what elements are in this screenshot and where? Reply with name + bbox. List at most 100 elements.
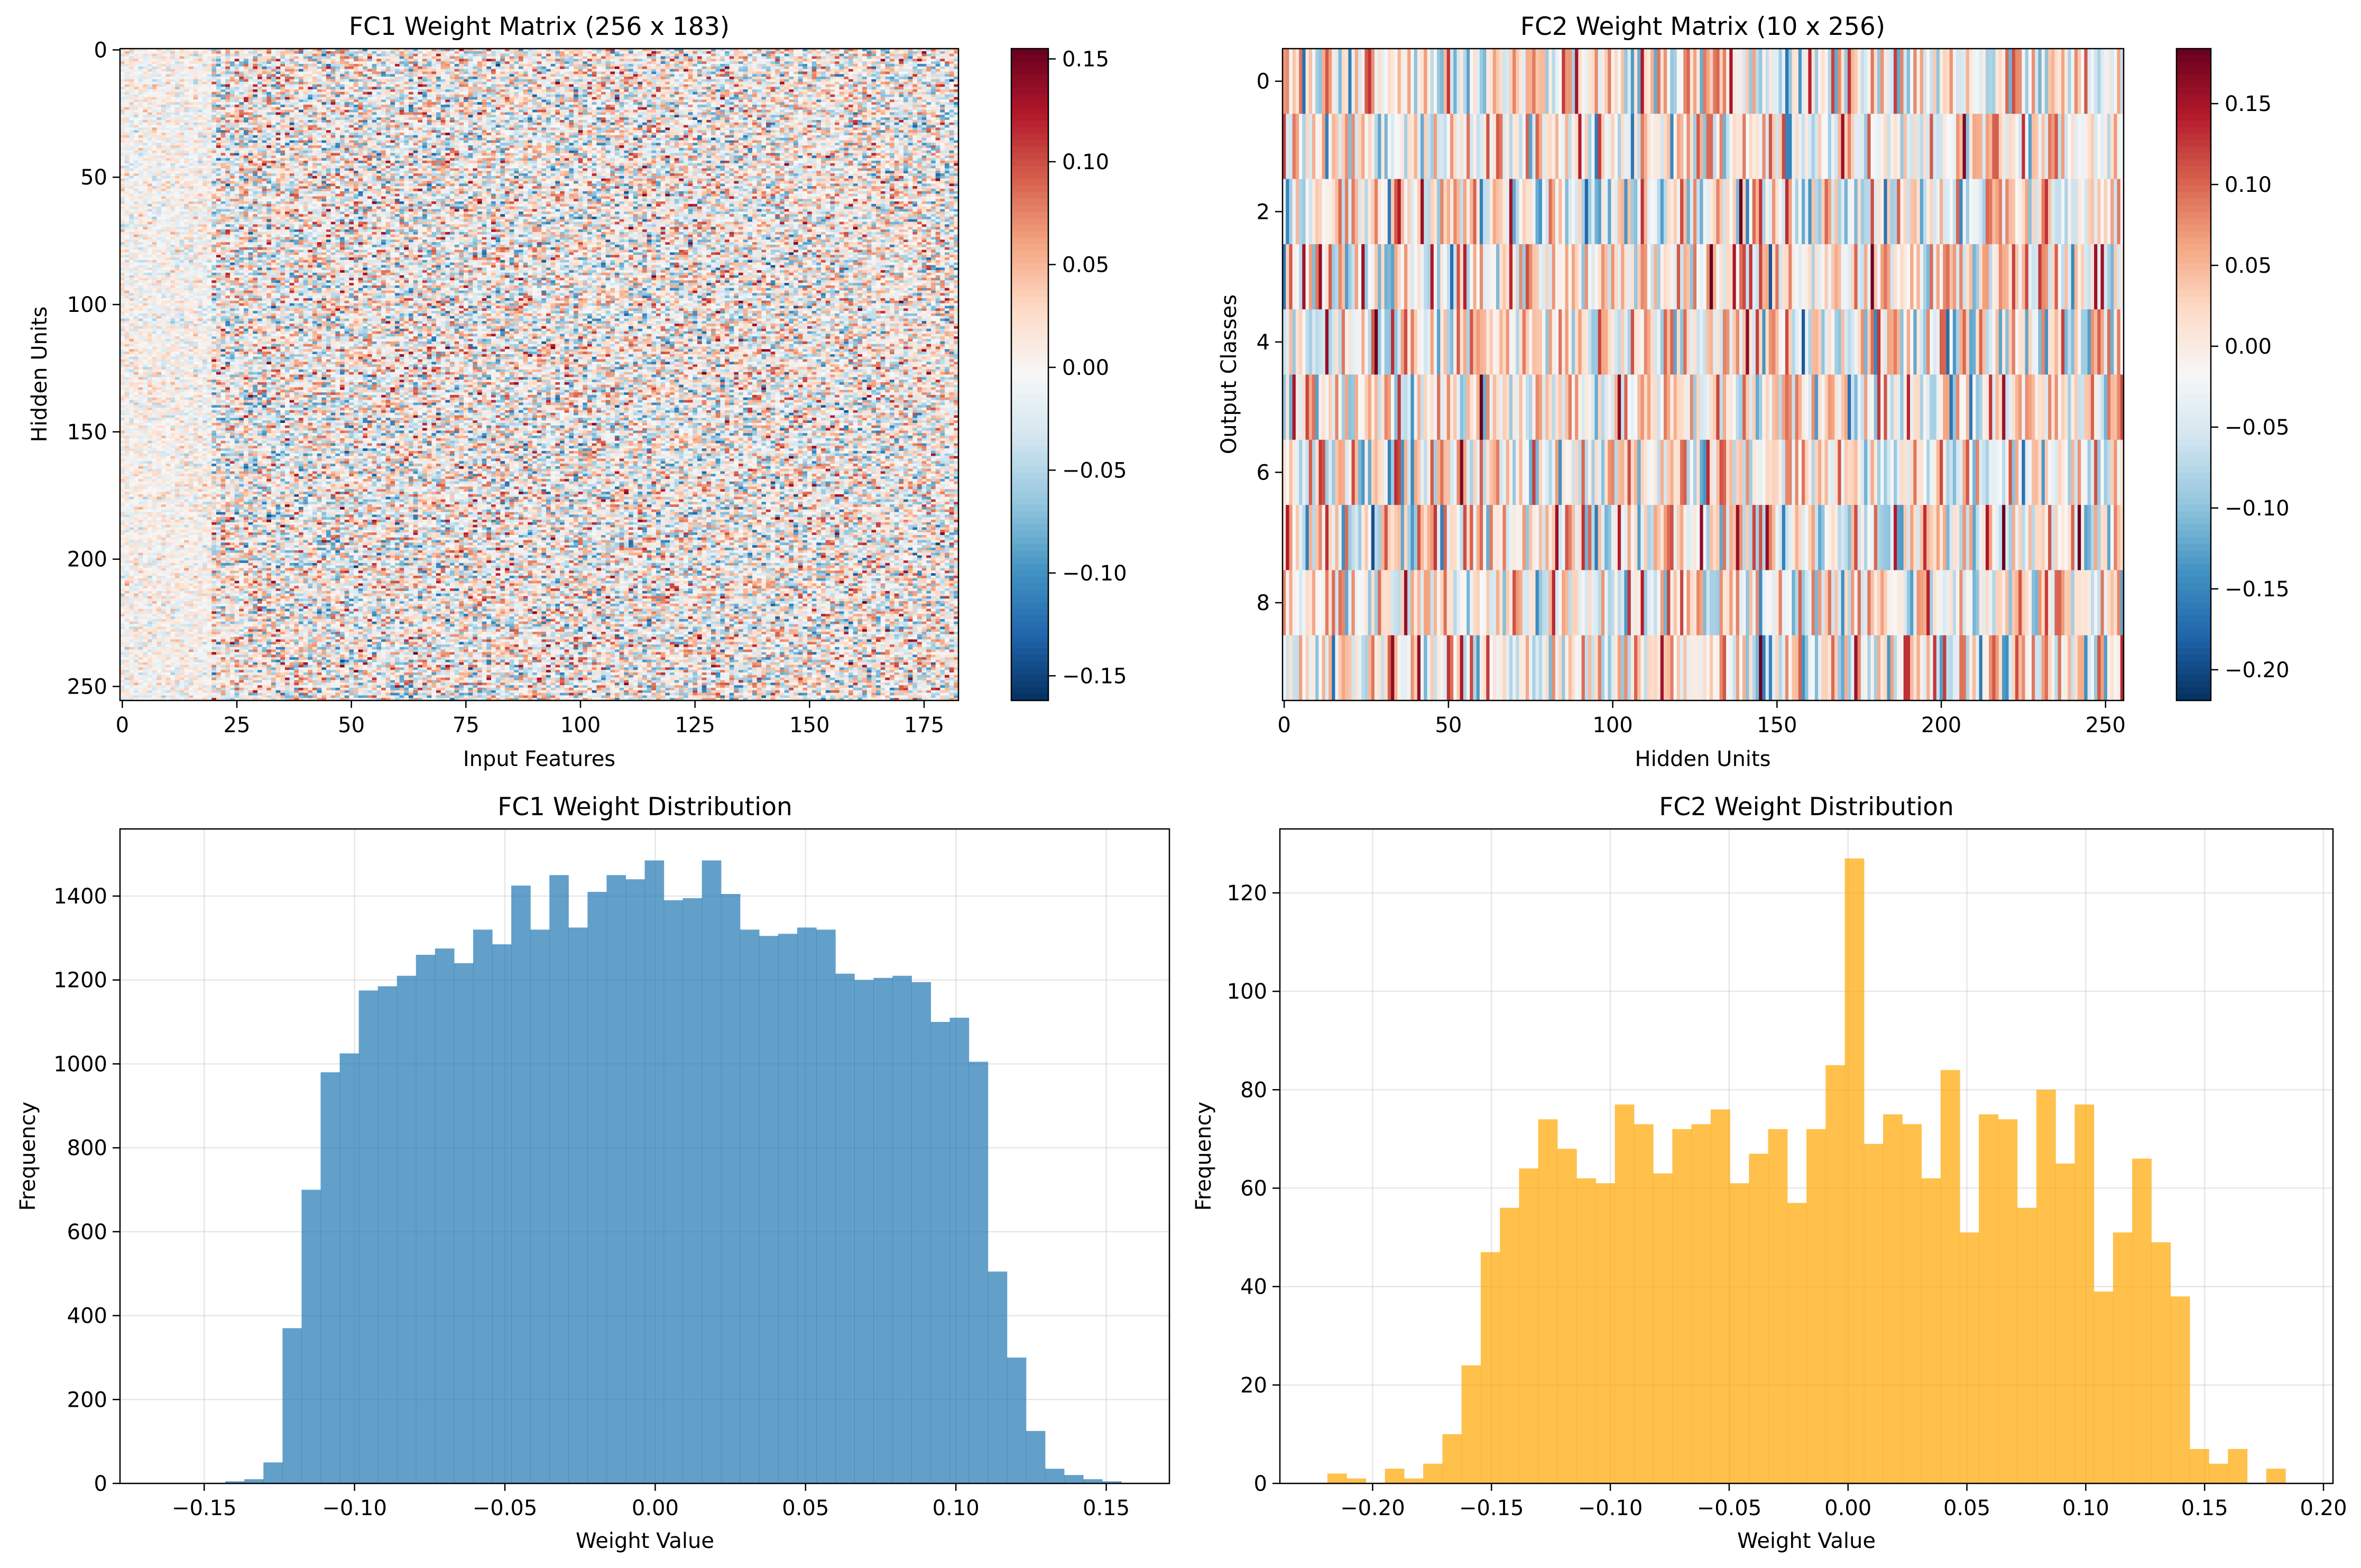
fc1-heatmap-cell — [285, 69, 290, 72]
fc1-heatmap-cell — [583, 105, 587, 107]
fc1-heatmap-cell — [601, 71, 606, 74]
fc1-heatmap-cell — [794, 89, 798, 92]
fc1-heatmap-cell — [633, 67, 638, 69]
fc1-heatmap-cell — [166, 92, 171, 95]
fc1-heatmap-cell — [468, 77, 473, 79]
fc1-heatmap-cell — [161, 77, 166, 79]
fc1-heatmap-cell — [867, 61, 872, 64]
fc1-heatmap-cell — [345, 89, 349, 92]
fc1-heatmap-cell — [198, 67, 202, 69]
fc1-heatmap-cell — [757, 99, 762, 102]
fc1-heatmap-cell — [180, 71, 185, 74]
fc1-heatmap-cell — [285, 67, 290, 69]
fc1-heatmap-cell — [785, 56, 789, 59]
fc1-heatmap-cell — [372, 54, 377, 57]
fc1-heatmap-cell — [120, 105, 125, 107]
fc1-heatmap-cell — [752, 51, 757, 54]
fc1-heatmap-cell — [849, 74, 853, 77]
fc1-heatmap-cell — [730, 64, 734, 67]
fc1-heatmap-cell — [583, 110, 587, 113]
fc1-heatmap-cell — [175, 67, 180, 69]
fc1-heatmap-cell — [386, 84, 391, 87]
fc1-heatmap-cell — [207, 56, 212, 59]
fc1-heatmap-cell — [730, 51, 734, 54]
fc1-heatmap-cell — [757, 95, 762, 97]
fc1-heatmap-cell — [881, 107, 886, 110]
fc1-heatmap-cell — [436, 97, 441, 100]
fc1-heatmap-cell — [340, 87, 345, 89]
fc1-heatmap-cell — [427, 54, 432, 57]
fc1-heatmap-cell — [675, 74, 679, 77]
fc1-heatmap-cell — [789, 87, 794, 89]
fc1-heatmap-cell — [418, 82, 422, 85]
fc1-heatmap-cell — [601, 74, 606, 77]
fc1-heatmap-cell — [381, 87, 386, 89]
fc1-heatmap-cell — [331, 56, 336, 59]
fc1-heatmap-cell — [390, 95, 395, 97]
fc1-heatmap-cell — [514, 105, 519, 107]
fc1-heatmap-cell — [926, 95, 931, 97]
fc1-heatmap-cell — [610, 64, 615, 67]
fc1-heatmap-cell — [706, 64, 711, 67]
fc1-heatmap-cell — [409, 51, 413, 54]
fc1-heatmap-cell — [812, 61, 817, 64]
fc1-heatmap-cell — [711, 64, 716, 67]
fc1-heatmap-cell — [413, 71, 418, 74]
fc1-heatmap-cell — [615, 82, 620, 85]
fc1-heatmap-cell — [647, 77, 652, 79]
fc1-heatmap-cell — [395, 54, 400, 57]
fc1-heatmap-cell — [794, 102, 798, 105]
fc1-heatmap-cell — [202, 95, 207, 97]
fc1-heatmap-cell — [294, 97, 299, 100]
fc1-heatmap-cell — [358, 105, 363, 107]
fc1-heatmap-cell — [395, 79, 400, 82]
fc1-heatmap-cell — [482, 54, 487, 57]
fc1-heatmap-cell — [312, 71, 317, 74]
fc1-heatmap-cell — [427, 95, 432, 97]
fc1-heatmap-cell — [876, 84, 881, 87]
fc1-heatmap-cell — [211, 92, 216, 95]
fc1-heatmap-cell — [675, 107, 679, 110]
fc1-heatmap-cell — [596, 107, 601, 110]
fc1-heatmap-cell — [422, 67, 427, 69]
fc1-heatmap-cell — [857, 61, 862, 64]
fc1-heatmap-cell — [455, 64, 459, 67]
fc1-heatmap-cell — [505, 69, 510, 72]
fc1-heatmap-cell — [321, 107, 326, 110]
fc1-heatmap-cell — [684, 95, 688, 97]
fc1-heatmap-cell — [917, 77, 922, 79]
fc1-heatmap-cell — [161, 95, 166, 97]
fc1-heatmap-cell — [844, 64, 849, 67]
fc1-heatmap-cell — [253, 97, 257, 100]
fc1-heatmap-cell — [780, 107, 785, 110]
fc1-heatmap-cell — [170, 74, 175, 77]
fc1-heatmap-cell — [500, 82, 505, 85]
fc1-heatmap-cell — [940, 56, 945, 59]
fc1-heatmap-cell — [482, 102, 487, 105]
fc1-heatmap-cell — [175, 77, 180, 79]
fc1-heatmap-cell — [262, 61, 267, 64]
fc1-heatmap-cell — [477, 77, 482, 79]
fc1-heatmap-cell — [317, 82, 322, 85]
fc1-heatmap-cell — [912, 69, 917, 72]
fc1-heatmap-cell — [285, 79, 290, 82]
fc1-heatmap-cell — [290, 79, 294, 82]
fc1-heatmap-cell — [248, 97, 253, 100]
fc1-heatmap-cell — [835, 84, 840, 87]
fc1-heatmap-cell — [560, 92, 565, 95]
fc1-heatmap-cell — [697, 56, 702, 59]
fc1-heatmap-cell — [569, 69, 574, 72]
fc1-heatmap-cell — [693, 110, 697, 113]
fc1-heatmap-cell — [211, 95, 216, 97]
fc1-heatmap-cell — [684, 105, 688, 107]
fc1-heatmap-cell — [376, 77, 381, 79]
fc1-heatmap-cell — [166, 64, 171, 67]
fc1-heatmap-cell — [514, 61, 519, 64]
fc1-heatmap-cell — [629, 99, 633, 102]
fc1-heatmap-cell — [294, 102, 299, 105]
fc1-heatmap-cell — [532, 95, 537, 97]
fc1-heatmap-cell — [596, 77, 601, 79]
fc1-heatmap-cell — [940, 61, 945, 64]
fc1-heatmap-cell — [211, 102, 216, 105]
fc1-heatmap-cell — [766, 99, 771, 102]
